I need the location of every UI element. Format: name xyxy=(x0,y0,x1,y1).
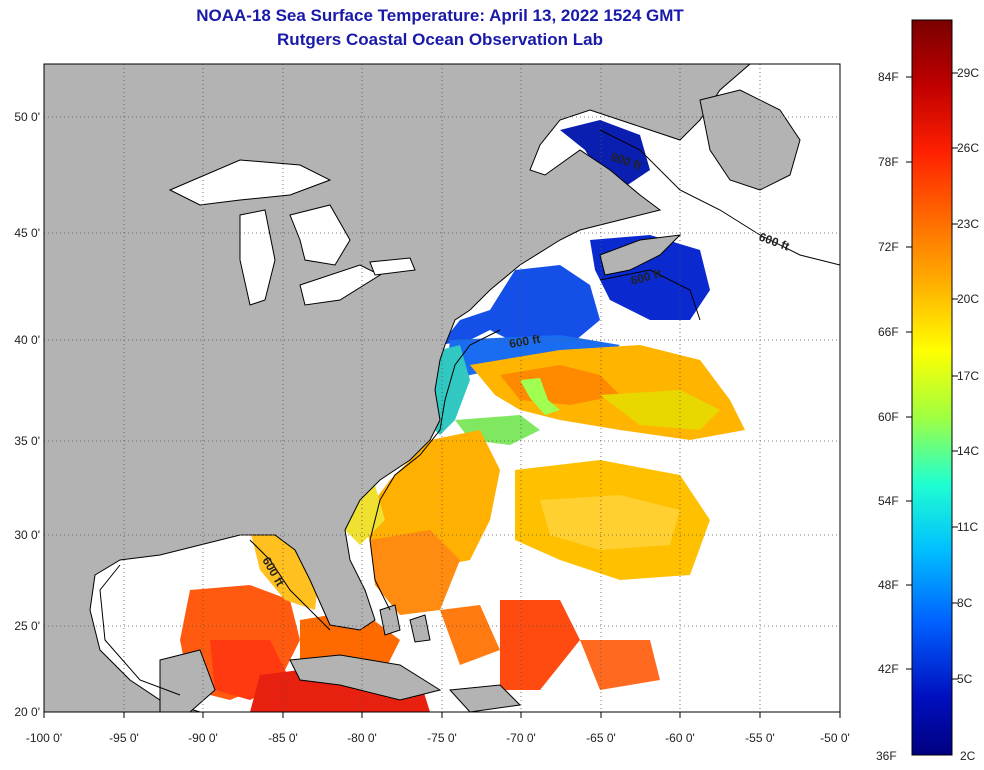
colorbar-f-label: 54F xyxy=(878,494,899,508)
lon-label: -85 0' xyxy=(268,731,298,745)
lat-label: 35 0' xyxy=(14,434,40,448)
colorbar-f-label: 60F xyxy=(878,410,899,424)
lat-label: 30 0' xyxy=(14,528,40,542)
lon-label: -70 0' xyxy=(506,731,536,745)
lat-label: 45 0' xyxy=(14,226,40,240)
lat-label: 25 0' xyxy=(14,619,40,633)
map-title: NOAA-18 Sea Surface Temperature: April 1… xyxy=(196,6,684,25)
map-subtitle: Rutgers Coastal Ocean Observation Lab xyxy=(277,30,603,49)
colorbar-c-label: 23C xyxy=(957,217,979,231)
lat-label: 20 0' xyxy=(14,705,40,719)
lat-label: 50 0' xyxy=(14,110,40,124)
colorbar-c-label: 20C xyxy=(957,292,979,306)
great-lakes xyxy=(168,159,416,306)
colorbar-c-label: 2C xyxy=(960,749,976,763)
graticule xyxy=(44,64,840,712)
lon-label: -60 0' xyxy=(665,731,695,745)
colorbar xyxy=(911,19,953,756)
lon-label: -100 0' xyxy=(26,731,62,745)
colorbar-c-label: 8C xyxy=(957,596,973,610)
colorbar-c-label: 11C xyxy=(957,520,978,534)
colorbar-f-label: 72F xyxy=(878,240,899,254)
colorbar-c-label: 26C xyxy=(957,141,979,155)
colorbar-f-label: 78F xyxy=(878,155,899,169)
lon-label: -55 0' xyxy=(745,731,775,745)
lon-label: -90 0' xyxy=(188,731,218,745)
colorbar-f-label: 66F xyxy=(878,325,899,339)
colorbar-f-ticks xyxy=(906,76,912,670)
lon-label: -50 0' xyxy=(820,731,850,745)
colorbar-f-label: 42F xyxy=(878,662,899,676)
colorbar-c-label: 14C xyxy=(957,444,979,458)
colorbar-f-label: 36F xyxy=(876,749,897,763)
depth-contour xyxy=(99,129,840,696)
lat-label: 40 0' xyxy=(14,333,40,347)
colorbar-f-label: 48F xyxy=(878,578,899,592)
lon-label: -65 0' xyxy=(586,731,616,745)
colorbar-f-label: 84F xyxy=(878,70,899,84)
contour-label: 600 ft xyxy=(508,332,541,351)
axis-ticks xyxy=(43,712,841,718)
lon-label: -80 0' xyxy=(347,731,377,745)
colorbar-c-ticks xyxy=(952,72,958,680)
colorbar-c-label: 17C xyxy=(957,369,979,383)
lon-label: -95 0' xyxy=(109,731,139,745)
land-mass xyxy=(44,64,801,712)
colorbar-c-label: 29C xyxy=(957,66,979,80)
colorbar-c-label: 5C xyxy=(957,672,973,686)
lon-label: -75 0' xyxy=(427,731,457,745)
